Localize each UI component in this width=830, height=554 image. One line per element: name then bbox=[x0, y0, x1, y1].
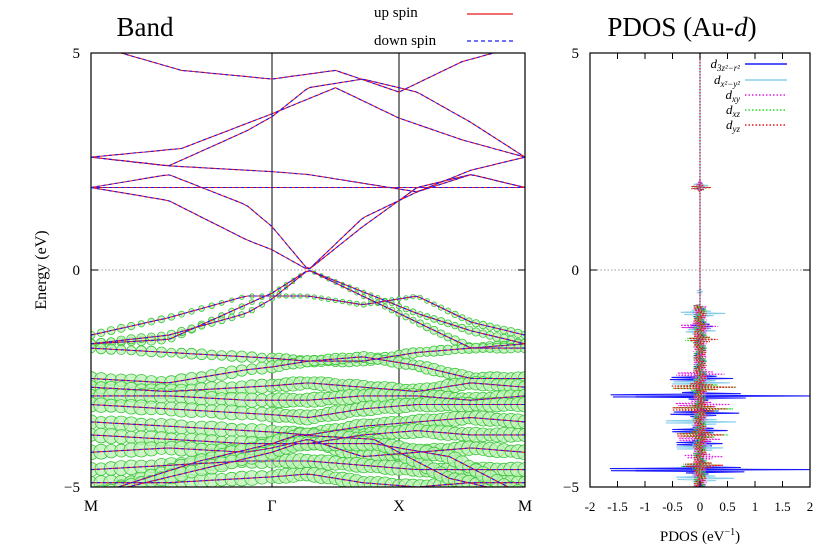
band-down-spin-7 bbox=[91, 270, 525, 345]
band-panel: Band up spin down spin 5 0 −5 M Γ X M En bbox=[33, 5, 532, 515]
band-d-weight-marker bbox=[507, 485, 515, 487]
svg-text:d3z²−r²: d3z²−r² bbox=[711, 56, 741, 73]
band-up-spin-4 bbox=[91, 174, 525, 270]
legend-d3z2-r2: d3z²−r² bbox=[711, 56, 787, 73]
pdos-xtick-label: 1 bbox=[752, 499, 759, 514]
band-down-spin-10 bbox=[91, 347, 525, 362]
pdos-panel: PDOS (Au-d) d3z²−r² dx²−y² dxy dxz dy bbox=[563, 12, 813, 545]
band-xtick-m-right: M bbox=[518, 498, 532, 515]
pdos-xtick-label: 0.5 bbox=[719, 499, 735, 514]
band-x-ticks: M Γ X M bbox=[84, 498, 532, 515]
band-down-spin-4 bbox=[91, 174, 525, 270]
band-down-spin-18 bbox=[91, 460, 525, 471]
pdos-xlabel: PDOS (eV−1) bbox=[660, 527, 740, 545]
pdos-xtick-label: -2 bbox=[585, 499, 596, 514]
band-up-spin-7 bbox=[91, 270, 525, 345]
legend-dxy: dxy bbox=[726, 87, 787, 104]
pdos-xtick-label: -1.5 bbox=[607, 499, 628, 514]
band-up-spin-8 bbox=[91, 270, 525, 349]
band-down-spin-13 bbox=[91, 395, 525, 401]
band-down-spin-12 bbox=[91, 382, 525, 393]
band-up-spin-3 bbox=[91, 174, 525, 269]
legend-dxz: dxz bbox=[726, 102, 787, 119]
pdos-xtick-label: -1 bbox=[640, 499, 651, 514]
band-down-spin-15 bbox=[91, 417, 525, 436]
band-ytick-minus5: −5 bbox=[64, 480, 80, 496]
band-up-spin-0 bbox=[91, 87, 525, 158]
band-down-spin-20 bbox=[116, 434, 490, 487]
band-ytick-0: 0 bbox=[73, 263, 81, 279]
pdos-xtick-label: 1.5 bbox=[774, 499, 790, 514]
band-down-spin-19 bbox=[91, 473, 525, 487]
band-down-spin-9 bbox=[91, 295, 525, 336]
band-down-spin-8 bbox=[91, 270, 525, 349]
pdos-y-ticks: 5 0 −5 bbox=[563, 46, 810, 496]
band-d-weight-marker bbox=[503, 480, 519, 487]
pdos-title: PDOS (Au-d) bbox=[607, 12, 756, 42]
band-down-spin-16 bbox=[91, 430, 525, 445]
pdos-series-4 bbox=[670, 53, 736, 487]
pdos-ytick-0: 0 bbox=[572, 263, 580, 279]
pdos-xtick-label: 0 bbox=[697, 499, 704, 514]
pdos-lines bbox=[609, 53, 810, 487]
pdos-ytick-minus5: −5 bbox=[563, 480, 579, 496]
band-down-spin-17 bbox=[91, 439, 525, 457]
band-up-spin-6 bbox=[119, 53, 496, 93]
band-y-ticks: 5 0 −5 bbox=[64, 46, 525, 496]
band-ylabel: Energy (eV) bbox=[33, 230, 50, 309]
pdos-xtick-label: -0.5 bbox=[662, 499, 683, 514]
band-ytick-5: 5 bbox=[73, 46, 81, 62]
band-down-spin-1 bbox=[91, 78, 525, 167]
band-lines bbox=[91, 53, 525, 487]
pdos-ytick-5: 5 bbox=[572, 46, 580, 62]
band-up-spin-1 bbox=[91, 78, 525, 167]
band-down-spin-14 bbox=[91, 403, 525, 418]
band-down-spin-11 bbox=[91, 356, 525, 384]
band-d-weight-marker bbox=[105, 483, 117, 487]
pdos-xtick-label: 2 bbox=[807, 499, 814, 514]
legend-up-spin-label: up spin bbox=[374, 5, 418, 21]
band-legend: up spin down spin bbox=[374, 5, 513, 49]
svg-text:dyz: dyz bbox=[726, 117, 740, 134]
band-fat-circles bbox=[91, 270, 525, 487]
band-down-spin-21 bbox=[124, 443, 510, 487]
band-down-spin-6 bbox=[119, 53, 496, 93]
band-xtick-gamma: Γ bbox=[267, 498, 276, 515]
band-down-spin-5 bbox=[91, 156, 525, 193]
band-xtick-x: X bbox=[393, 498, 405, 515]
pdos-legend: d3z²−r² dx²−y² dxy dxz dyz bbox=[711, 56, 787, 134]
band-down-spin-3 bbox=[91, 174, 525, 269]
band-down-spin-0 bbox=[91, 87, 525, 158]
band-title: Band bbox=[117, 12, 174, 42]
legend-down-spin-label: down spin bbox=[374, 33, 437, 49]
pdos-x-ticks: -2 -1.5 -1 -0.5 0 0.5 1 1.5 2 bbox=[585, 53, 814, 514]
band-xtick-m-left: M bbox=[84, 498, 98, 515]
legend-dyz: dyz bbox=[726, 117, 787, 134]
